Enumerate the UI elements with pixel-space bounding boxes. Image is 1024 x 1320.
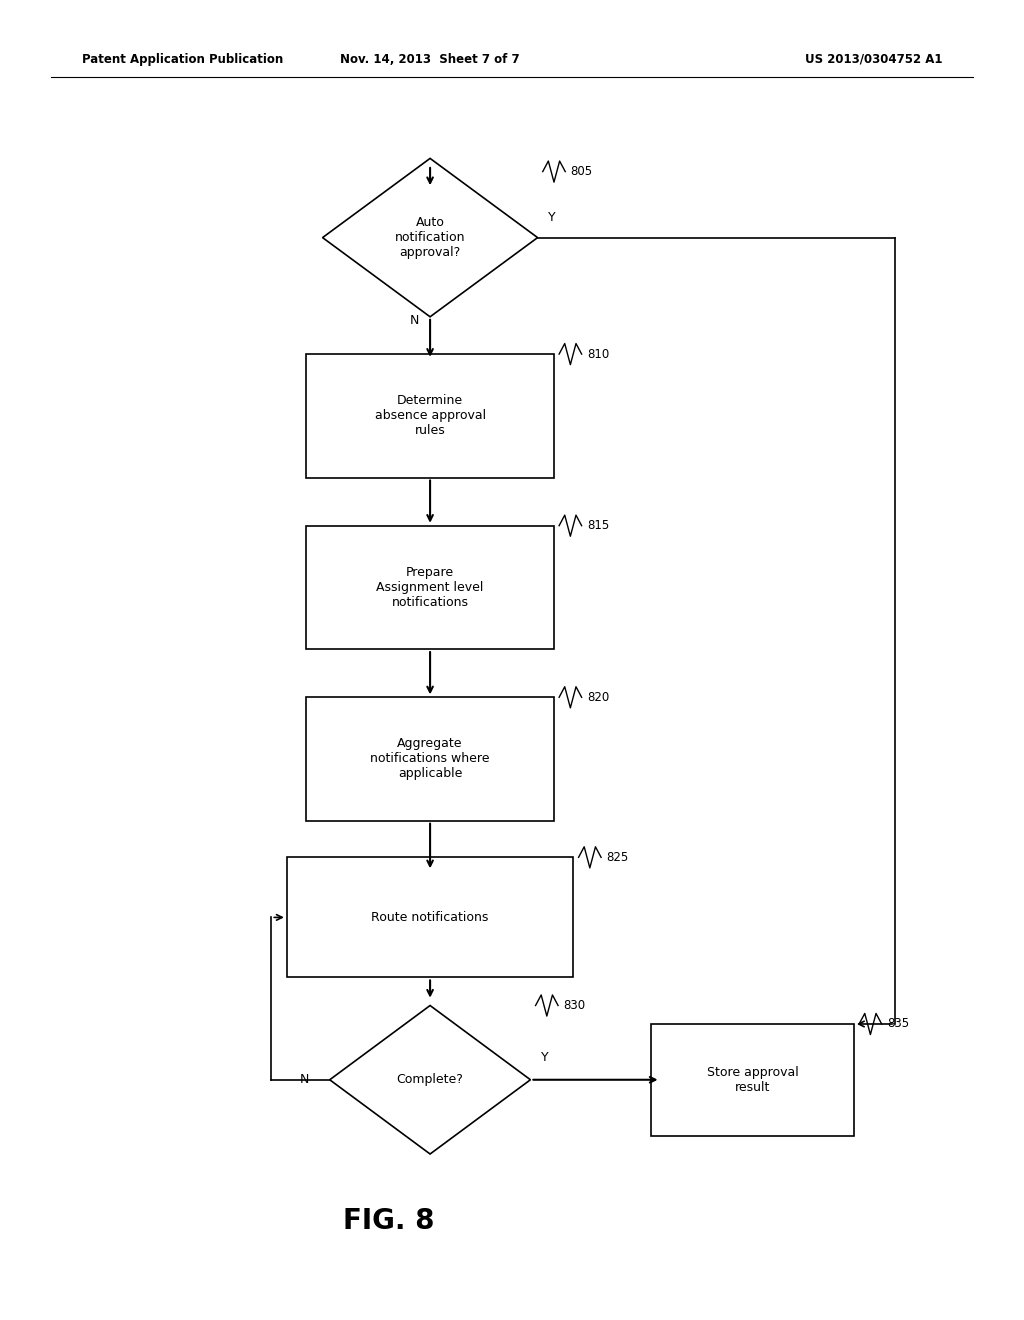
Text: Complete?: Complete?: [396, 1073, 464, 1086]
Polygon shape: [323, 158, 538, 317]
Polygon shape: [330, 1006, 530, 1154]
Text: Aggregate
notifications where
applicable: Aggregate notifications where applicable: [371, 738, 489, 780]
Text: 825: 825: [606, 851, 629, 863]
Text: N: N: [410, 314, 420, 326]
Text: Y: Y: [548, 211, 555, 224]
Text: Route notifications: Route notifications: [372, 911, 488, 924]
Text: 830: 830: [563, 999, 586, 1012]
FancyBboxPatch shape: [306, 354, 554, 478]
Text: Y: Y: [541, 1051, 548, 1064]
FancyBboxPatch shape: [287, 858, 573, 977]
Text: 805: 805: [570, 165, 593, 178]
Text: 815: 815: [587, 519, 609, 532]
Text: 810: 810: [587, 347, 609, 360]
Text: Prepare
Assignment level
notifications: Prepare Assignment level notifications: [377, 566, 483, 609]
Text: N: N: [300, 1073, 309, 1086]
Text: US 2013/0304752 A1: US 2013/0304752 A1: [805, 53, 942, 66]
Text: Auto
notification
approval?: Auto notification approval?: [395, 216, 465, 259]
Text: Determine
absence approval
rules: Determine absence approval rules: [375, 395, 485, 437]
FancyBboxPatch shape: [651, 1024, 854, 1135]
Text: 835: 835: [887, 1018, 909, 1031]
FancyBboxPatch shape: [306, 525, 554, 649]
Text: FIG. 8: FIG. 8: [343, 1206, 435, 1236]
Text: 820: 820: [587, 690, 609, 704]
Text: Nov. 14, 2013  Sheet 7 of 7: Nov. 14, 2013 Sheet 7 of 7: [340, 53, 520, 66]
FancyBboxPatch shape: [306, 697, 554, 821]
Text: Store approval
result: Store approval result: [707, 1065, 799, 1094]
Text: Patent Application Publication: Patent Application Publication: [82, 53, 284, 66]
